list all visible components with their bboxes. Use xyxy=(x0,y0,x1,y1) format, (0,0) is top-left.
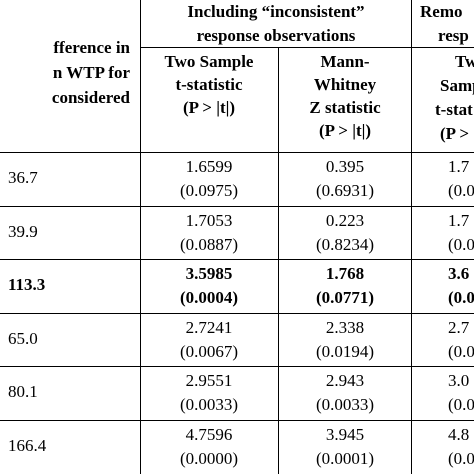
column-header: Z statistic xyxy=(309,98,381,117)
rule xyxy=(0,313,474,314)
rule xyxy=(140,0,141,474)
cell: 65.0 xyxy=(8,328,38,348)
column-header: fference in xyxy=(53,38,130,57)
cell: (0.0 xyxy=(448,448,474,468)
rule xyxy=(0,366,474,367)
cell: (0.0975) xyxy=(179,181,239,200)
cell: 1.7 xyxy=(448,210,470,230)
cell: 2.7241 xyxy=(185,317,233,337)
column-header: (P > xyxy=(440,124,470,143)
cell: 0.395 xyxy=(325,157,365,176)
cell: 1.7 xyxy=(448,157,470,176)
cell: (0.0033) xyxy=(315,395,375,414)
column-header: Tw xyxy=(455,52,474,71)
cell: (0.0 xyxy=(448,288,474,307)
column-header: Samp xyxy=(440,76,474,95)
cell: (0.0067) xyxy=(179,341,239,361)
rule xyxy=(140,47,474,48)
rule xyxy=(0,152,474,153)
cell: (0.0194) xyxy=(315,341,375,361)
cell: 113.3 xyxy=(8,275,46,294)
group-header: resp xyxy=(438,26,469,45)
cell: 36.7 xyxy=(8,168,38,187)
column-header: (P > |t|) xyxy=(318,121,372,140)
cell: (0.0000) xyxy=(179,448,239,468)
cell: (0.0 xyxy=(448,181,474,200)
cell: (0.0001) xyxy=(315,448,375,468)
rule xyxy=(0,259,474,260)
cell: 39.9 xyxy=(8,221,38,241)
cell: (0.0004) xyxy=(179,288,239,307)
cell: 2.7 xyxy=(448,317,470,337)
rule xyxy=(411,0,412,474)
group-header: Including “inconsistent” xyxy=(187,2,365,21)
cell: 2.338 xyxy=(325,317,365,337)
cell: (0.0887) xyxy=(179,234,239,254)
column-header: Mann- xyxy=(320,52,370,71)
cell: 166.4 xyxy=(8,435,47,455)
column-header: considered xyxy=(51,88,130,107)
cell: 4.8 xyxy=(448,424,470,444)
cell: 3.0 xyxy=(448,371,470,390)
cell: 1.7053 xyxy=(185,210,233,230)
cell: 3.945 xyxy=(325,424,365,444)
cell: 1.768 xyxy=(325,264,365,283)
cell: (0.8234) xyxy=(315,234,375,254)
group-header: Remo xyxy=(420,2,463,21)
column-header: Whitney xyxy=(313,75,377,94)
cell: 4.7596 xyxy=(185,424,233,444)
cell: 2.9551 xyxy=(185,371,233,390)
column-header: Two Sample xyxy=(164,52,254,71)
cell: 0.223 xyxy=(325,210,365,230)
column-header: n WTP for xyxy=(52,63,130,82)
column-header: t-stat xyxy=(435,100,473,119)
cell: 80.1 xyxy=(8,382,38,401)
cell: (0.0 xyxy=(448,234,474,254)
cell: 2.943 xyxy=(325,371,365,390)
rule xyxy=(0,420,474,421)
group-header: response observations xyxy=(196,26,356,45)
column-header: t-statistic xyxy=(175,75,243,94)
cell: 1.6599 xyxy=(185,157,233,176)
rule xyxy=(278,47,279,474)
rule xyxy=(0,206,474,207)
cell: (0.0 xyxy=(448,395,474,414)
cell: (0.0771) xyxy=(315,288,375,307)
cell: 3.5985 xyxy=(185,264,233,283)
cell: (0.0033) xyxy=(179,395,239,414)
cell: (0.6931) xyxy=(315,181,375,200)
column-header: (P > |t|) xyxy=(182,98,236,117)
cell: 3.6 xyxy=(448,264,470,283)
cell: (0.0 xyxy=(448,341,474,361)
